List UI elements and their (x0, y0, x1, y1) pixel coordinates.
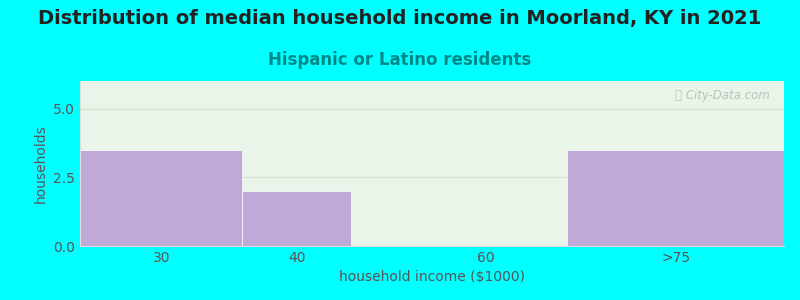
Text: Distribution of median household income in Moorland, KY in 2021: Distribution of median household income … (38, 9, 762, 28)
Y-axis label: households: households (34, 124, 48, 203)
Bar (242, 191, 350, 246)
Bar (567, 150, 784, 246)
Text: Hispanic or Latino residents: Hispanic or Latino residents (268, 51, 532, 69)
Bar (80, 150, 242, 246)
Text: ⓘ City-Data.com: ⓘ City-Data.com (675, 89, 770, 102)
X-axis label: household income ($1000): household income ($1000) (339, 270, 525, 284)
